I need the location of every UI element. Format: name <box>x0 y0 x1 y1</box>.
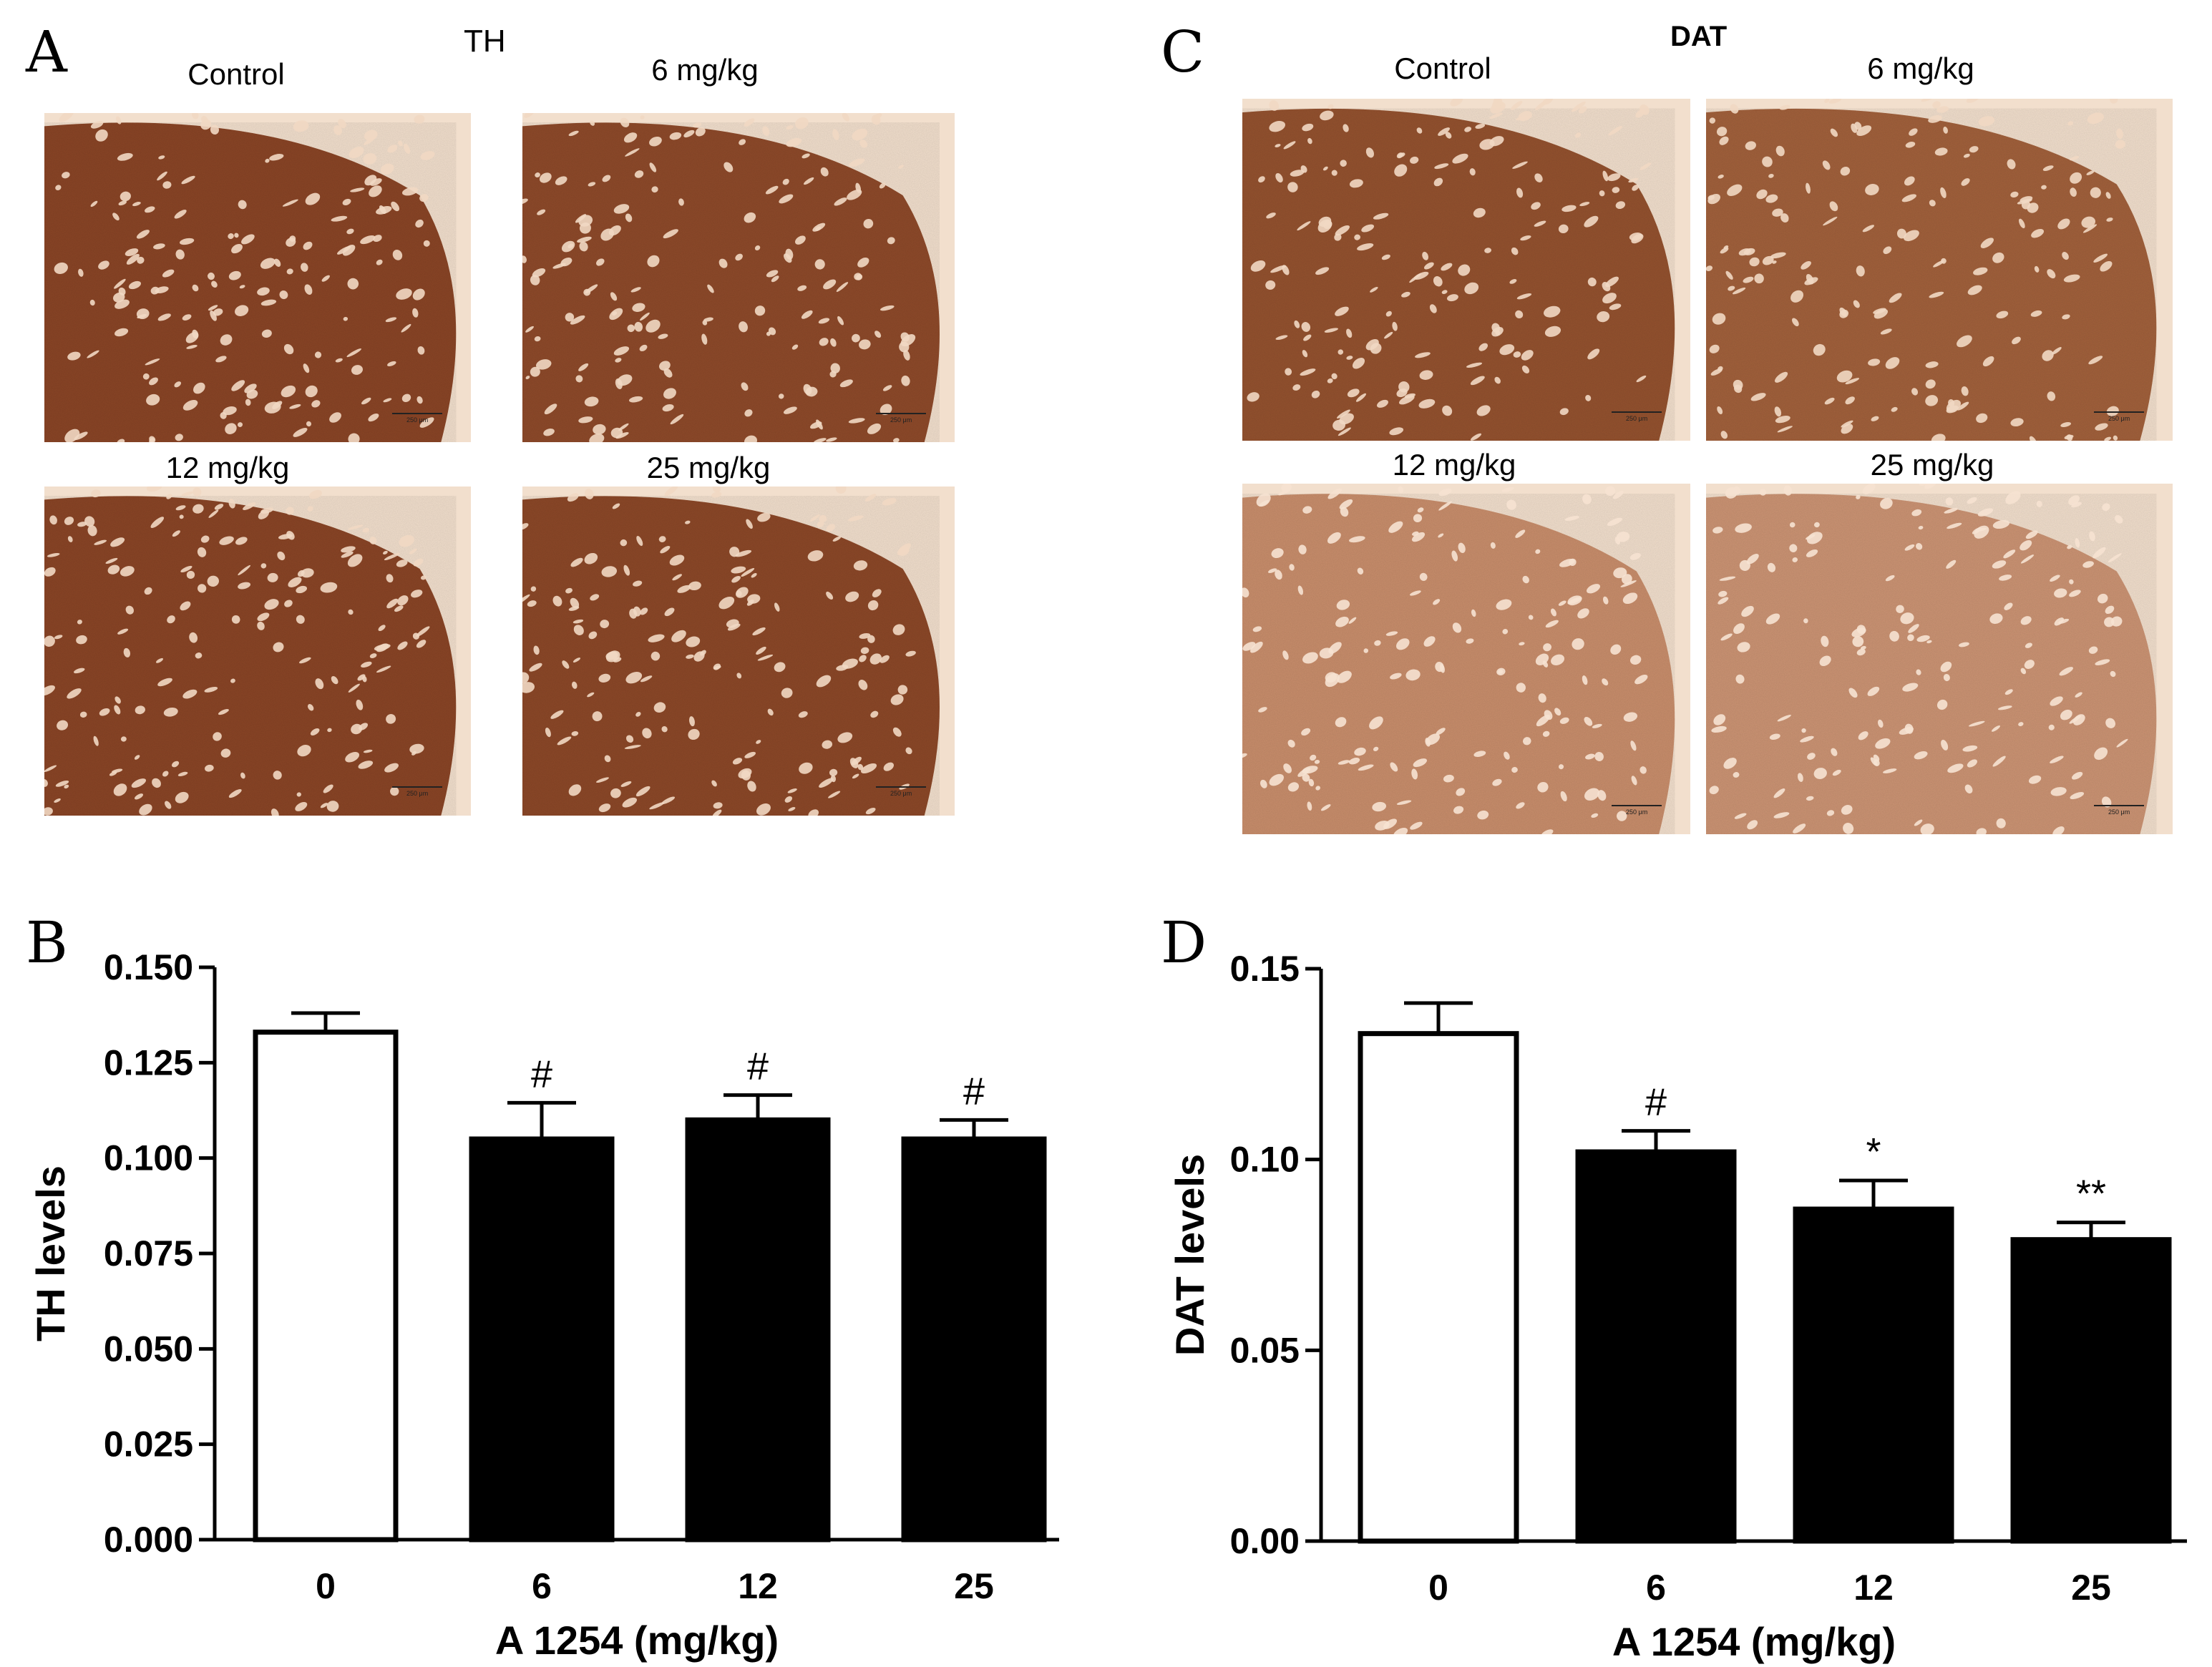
micrograph-label: 12 mg/kg <box>1393 448 1516 481</box>
scale-bar-label: 250 μm <box>406 416 428 424</box>
micrograph-label: 25 mg/kg <box>1871 448 1994 481</box>
panel-a-micrographs: 250 μm Control 250 μm 6 mg/kg 250 μm 12 mg/kg… <box>44 53 955 816</box>
significance-mark: # <box>531 1052 552 1095</box>
micrograph-label: 12 mg/kg <box>166 451 290 484</box>
bar-6 <box>469 1136 615 1543</box>
scale-bar-label: 250 μm <box>406 790 428 797</box>
y-tick-label: 0.025 <box>104 1424 193 1465</box>
significance-mark: # <box>747 1045 769 1088</box>
panel-letter-b: B <box>26 909 68 976</box>
micrograph-control: 250 μm Control <box>44 57 471 442</box>
bar-6 <box>1575 1149 1737 1544</box>
x-tick-label: 6 <box>532 1566 552 1606</box>
scale-bar-label: 250 μm <box>890 416 912 424</box>
micrograph-12-mg-kg: 250 μm 12 mg/kg <box>44 451 471 816</box>
micrograph-6-mg-kg: 250 μm 6 mg/kg <box>1706 52 2173 441</box>
bar-25 <box>901 1136 1047 1543</box>
y-tick-label: 0.100 <box>104 1138 193 1178</box>
significance-mark: # <box>1645 1081 1667 1124</box>
y-tick-label: 0.000 <box>104 1520 193 1560</box>
panel-letter-c: C <box>1161 19 1204 85</box>
scale-bar-label: 250 μm <box>890 790 912 797</box>
bar-12 <box>1793 1206 1954 1544</box>
significance-mark: # <box>963 1070 985 1113</box>
significance-mark: ** <box>2076 1173 2106 1216</box>
x-tick-label: 12 <box>1853 1568 1894 1608</box>
micrograph-control: 250 μm Control <box>1242 52 1690 441</box>
x-tick-label: 25 <box>2071 1568 2111 1608</box>
micrograph-label: Control <box>1394 52 1491 85</box>
bar-0 <box>253 1030 399 1543</box>
panel-c-micrographs: 250 μm Control 250 μm 6 mg/kg 250 μm 12 mg/kg… <box>1242 52 2173 834</box>
micrograph-6-mg-kg: 250 μm 6 mg/kg <box>522 53 955 442</box>
x-axis-title: A 1254 (mg/kg) <box>495 1618 779 1663</box>
micrograph-25-mg-kg: 250 μm 25 mg/kg <box>1706 448 2173 834</box>
panel-a-title: TH <box>464 24 506 59</box>
micrograph-label: 6 mg/kg <box>1867 52 1974 85</box>
micrograph-label: Control <box>187 57 284 91</box>
micrograph-12-mg-kg: 250 μm 12 mg/kg <box>1242 448 1690 834</box>
y-tick-label: 0.125 <box>104 1042 193 1082</box>
x-tick-label: 25 <box>954 1566 994 1606</box>
y-tick-label: 0.075 <box>104 1233 193 1274</box>
micrograph-25-mg-kg: 250 μm 25 mg/kg <box>522 451 955 816</box>
y-tick-label: 0.050 <box>104 1329 193 1369</box>
y-tick-label: 0.150 <box>104 947 193 987</box>
micrograph-label: 6 mg/kg <box>651 53 758 87</box>
micrograph-label: 25 mg/kg <box>647 451 771 484</box>
y-tick-label: 0.00 <box>1230 1521 1300 1561</box>
scale-bar-label: 250 μm <box>2108 415 2130 422</box>
panel-letter-d: D <box>1161 909 1207 976</box>
y-tick-label: 0.05 <box>1230 1330 1300 1370</box>
panel-c-title: DAT <box>1670 21 1727 52</box>
bar-12 <box>685 1117 831 1543</box>
y-axis-title: DAT levels <box>1167 1154 1212 1356</box>
y-tick-label: 0.15 <box>1230 949 1300 989</box>
panel-d-chart: 0.00 0.05 0.10 0.15 0 6 #12 * 25 ** A 1254 (mg/kg)… <box>1167 949 2187 1664</box>
scale-bar-label: 250 μm <box>1626 415 1647 422</box>
bar-25 <box>2010 1237 2172 1544</box>
panel-b-chart: 0.000 0.025 0.050 0.075 0.100 0.125 0.150 0 6 #12… <box>28 947 1059 1663</box>
significance-mark: * <box>1866 1130 1881 1173</box>
x-tick-label: 6 <box>1646 1568 1666 1608</box>
bar-0 <box>1358 1031 1519 1544</box>
scale-bar-label: 250 μm <box>2108 808 2130 816</box>
x-tick-label: 12 <box>738 1566 778 1606</box>
x-axis-title: A 1254 (mg/kg) <box>1612 1619 1896 1664</box>
panel-letter-a: A <box>25 19 68 85</box>
scale-bar-label: 250 μm <box>1626 808 1647 816</box>
x-tick-label: 0 <box>316 1566 336 1606</box>
y-axis-title: TH levels <box>28 1165 73 1341</box>
x-tick-label: 0 <box>1428 1568 1448 1608</box>
y-tick-label: 0.10 <box>1230 1140 1300 1180</box>
